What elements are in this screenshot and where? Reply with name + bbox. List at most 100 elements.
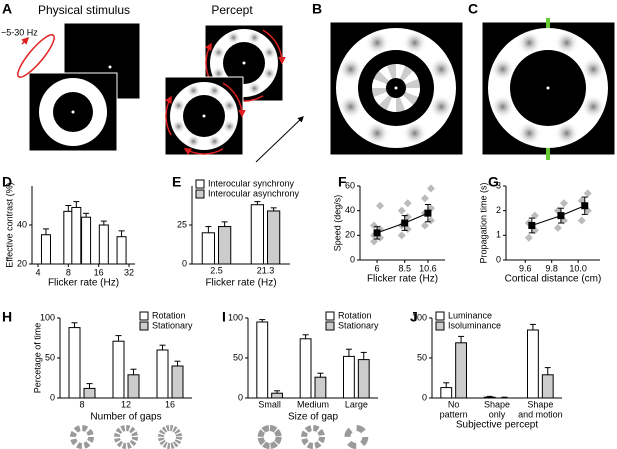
data-point xyxy=(376,201,385,210)
ring-blob xyxy=(186,83,201,98)
x-axis-label: Cortical distance (cm) xyxy=(505,274,602,285)
bar xyxy=(527,329,539,399)
legend-label: Rotation xyxy=(338,310,372,320)
ring-blob xyxy=(226,30,241,45)
bar xyxy=(440,387,453,399)
x-tick-label: 16 xyxy=(165,399,175,409)
panel-letter: B xyxy=(312,1,322,17)
bar xyxy=(483,396,496,399)
y-tick-label: 2 xyxy=(496,205,501,215)
bar xyxy=(112,340,125,399)
ring-blob xyxy=(247,30,262,45)
fixation-dot xyxy=(546,86,550,90)
ring-blob xyxy=(222,98,237,113)
y-tick-label: 0 xyxy=(496,254,501,264)
panel-title: Percept xyxy=(211,3,253,17)
y-tick-label: 0 xyxy=(182,258,187,268)
bar xyxy=(343,355,355,399)
data-point xyxy=(426,184,435,193)
x-tick-label: Large xyxy=(345,399,368,409)
data-point xyxy=(397,231,406,240)
y-tick-label: 3 xyxy=(496,180,501,190)
y-tick-label: 0 xyxy=(350,254,355,264)
fixation-dot xyxy=(202,114,206,118)
y-tick-label: 1 xyxy=(496,230,501,240)
ring-blob xyxy=(365,121,390,146)
legend-swatch xyxy=(139,311,149,321)
panel-letter: D xyxy=(2,174,12,190)
x-tick-label: 4 xyxy=(35,267,40,277)
ring-blob xyxy=(247,81,262,96)
bar xyxy=(541,374,554,399)
panel-letter: H xyxy=(2,309,12,325)
x-tick-label: 6 xyxy=(375,263,380,273)
y-tick-label: 25 xyxy=(177,219,187,229)
bar xyxy=(40,234,51,265)
bar xyxy=(357,359,370,399)
x-tick-label: Medium xyxy=(297,399,329,409)
data-point xyxy=(403,199,412,208)
ring-blob xyxy=(171,98,186,113)
data-point xyxy=(426,216,435,225)
fixation-dot xyxy=(394,86,398,90)
gap-icon xyxy=(257,425,282,449)
ring-blob xyxy=(365,30,390,55)
x-tick-label: 10.0 xyxy=(569,263,587,273)
data-point xyxy=(420,221,429,230)
ring-blob xyxy=(517,121,542,146)
ring-blob xyxy=(186,134,201,149)
mean-marker xyxy=(528,221,536,229)
x-tick-label: Shape xyxy=(484,399,510,409)
gap-icon xyxy=(70,425,94,449)
panel-letter: I xyxy=(222,309,226,325)
x-axis-label: Number of gaps xyxy=(90,412,161,423)
legend-label: Luminance xyxy=(448,310,492,320)
legend-swatch xyxy=(435,321,445,331)
panel-letter: A xyxy=(2,1,12,17)
y-tick-label: 50 xyxy=(233,352,243,362)
x-tick-label: No xyxy=(448,399,460,409)
ring-blob xyxy=(222,119,237,134)
y-tick-label: 40 xyxy=(17,219,27,229)
ring-blob xyxy=(429,57,454,82)
motion-arrow xyxy=(183,148,224,156)
x-tick-label: 9.8 xyxy=(545,263,558,273)
ring-blob xyxy=(581,57,606,82)
x-tick-label: Shape xyxy=(527,399,553,409)
flicker-loop xyxy=(17,34,55,78)
motion-arrow xyxy=(262,29,286,65)
data-point xyxy=(583,189,592,198)
data-point xyxy=(553,223,562,232)
x-tick-label: 8 xyxy=(79,399,84,409)
ring-blob xyxy=(517,30,542,55)
legend-label: Interocular asynchrony xyxy=(208,188,300,198)
x-tick-label: pattern xyxy=(440,409,468,419)
legend-label: Rotation xyxy=(152,310,186,320)
legend-swatch xyxy=(139,321,149,331)
gap-icon xyxy=(301,425,325,449)
y-tick-label: 100 xyxy=(40,312,55,322)
gap-icon xyxy=(158,425,182,449)
x-tick-label: and motion xyxy=(518,409,563,419)
data-point xyxy=(403,212,412,221)
bar xyxy=(81,216,92,265)
y-tick-label: 50 xyxy=(45,352,55,362)
bar xyxy=(68,327,81,399)
data-point xyxy=(577,216,586,225)
bar xyxy=(83,387,96,399)
y-axis-label: Speed (deg/s) xyxy=(332,195,342,252)
x-tick-label: 8.5 xyxy=(398,263,411,273)
motion-arrow xyxy=(164,95,172,136)
y-tick-label: 20 xyxy=(17,258,27,268)
motion-arrow xyxy=(222,82,246,118)
panel-letter: G xyxy=(488,174,499,190)
x-tick-label: 32 xyxy=(124,267,134,277)
panel-letter: J xyxy=(410,309,418,325)
ring-blob xyxy=(490,57,515,82)
ring-blob xyxy=(490,94,515,119)
y-axis-label: Effective contrast (%) xyxy=(4,182,14,267)
y-tick-label: 40 xyxy=(345,205,355,215)
bar xyxy=(267,210,281,265)
fixation-dot xyxy=(242,61,246,65)
x-tick-label: 10.6 xyxy=(419,263,437,273)
